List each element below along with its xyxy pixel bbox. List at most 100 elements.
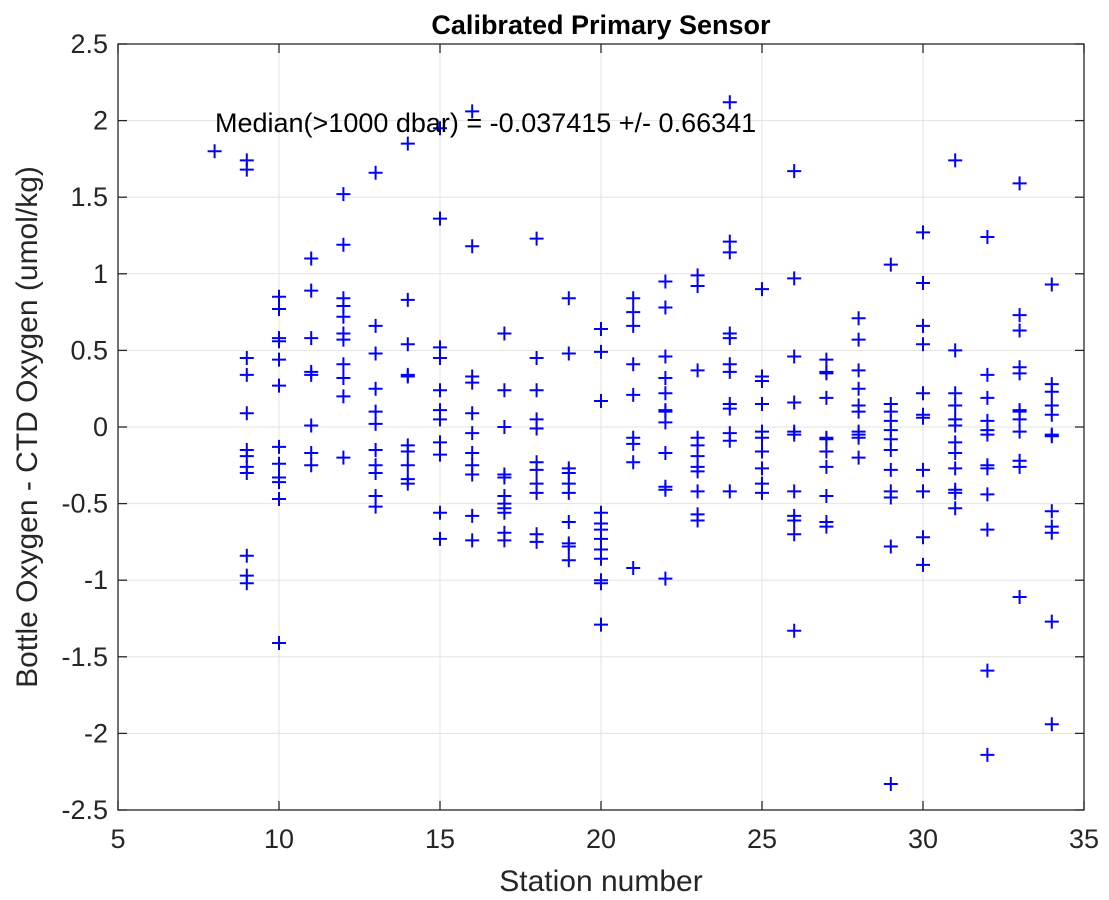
data-point <box>626 305 641 320</box>
data-point <box>561 485 576 500</box>
data-point <box>980 390 995 405</box>
data-point <box>400 369 415 384</box>
data-point <box>851 450 866 465</box>
data-point <box>336 237 351 252</box>
data-point <box>819 459 834 474</box>
data-point <box>948 386 963 401</box>
data-point <box>594 551 608 566</box>
data-point <box>497 470 512 485</box>
data-point <box>658 349 673 364</box>
data-point <box>851 311 866 326</box>
data-point <box>465 406 480 421</box>
data-point <box>368 416 383 431</box>
data-point <box>594 617 608 632</box>
data-point <box>1044 525 1059 540</box>
data-point <box>690 464 705 479</box>
data-point <box>787 395 802 410</box>
data-point <box>787 349 802 364</box>
data-point <box>272 352 286 367</box>
data-point <box>916 462 930 477</box>
data-point <box>626 387 641 402</box>
y-tick-label: 1.5 <box>70 182 108 212</box>
data-point <box>529 462 544 477</box>
data-point <box>851 332 866 347</box>
data-point <box>626 291 641 306</box>
data-point <box>980 367 995 382</box>
data-point <box>819 352 834 367</box>
data-point <box>787 623 802 638</box>
data-point <box>980 522 995 537</box>
data-point <box>336 187 351 202</box>
data-point <box>755 444 769 459</box>
data-point <box>755 282 769 297</box>
data-point <box>497 420 512 434</box>
data-point <box>948 418 963 433</box>
data-point <box>916 225 930 240</box>
data-point <box>722 245 737 260</box>
data-point <box>400 458 415 473</box>
x-tick-label: 20 <box>586 824 616 854</box>
data-point <box>336 389 351 404</box>
y-tick-labels: -2.5 -2 -1.5 -1 -0.5 0 0.5 1 1.5 2 2.5 <box>61 29 108 825</box>
data-point <box>368 465 383 480</box>
data-point <box>883 462 898 477</box>
data-point <box>304 367 319 382</box>
data-point <box>755 397 769 412</box>
data-point <box>368 346 383 361</box>
data-point <box>658 386 673 401</box>
data-point <box>272 302 286 317</box>
y-tick-label: -2.5 <box>61 795 108 825</box>
data-point <box>400 136 415 151</box>
data-point <box>626 357 641 372</box>
data-point <box>658 415 673 430</box>
data-point <box>819 488 834 503</box>
axis-ticks <box>117 43 1085 811</box>
y-tick-label: -2 <box>84 718 108 748</box>
data-point <box>1012 176 1027 191</box>
data-point <box>465 426 480 441</box>
x-tick-labels: 5 10 15 20 25 30 35 <box>110 824 1099 854</box>
data-point <box>980 487 995 502</box>
data-point <box>433 435 447 450</box>
data-point <box>819 444 834 459</box>
data-point <box>529 534 544 549</box>
data-point <box>819 519 834 534</box>
data-point <box>561 539 576 554</box>
x-tick-label: 35 <box>1069 824 1099 854</box>
data-point <box>916 530 930 545</box>
data-point <box>658 274 673 289</box>
data-point <box>433 447 447 462</box>
data-point <box>819 366 834 381</box>
data-point <box>368 442 383 457</box>
data-point <box>980 230 995 245</box>
data-point <box>336 370 351 385</box>
data-point <box>561 291 576 306</box>
data-point <box>433 211 447 226</box>
data-point <box>400 444 415 459</box>
data-point <box>304 418 319 433</box>
data-point <box>851 381 866 396</box>
data-point <box>980 663 995 678</box>
data-point <box>465 508 480 523</box>
y-tick-label: 0.5 <box>70 335 108 365</box>
x-axis-label: Station number <box>499 865 702 898</box>
data-point <box>658 571 673 586</box>
data-point <box>368 404 383 419</box>
data-point <box>239 367 254 382</box>
data-point <box>594 321 608 336</box>
data-point <box>368 318 383 333</box>
data-point <box>948 485 963 500</box>
data-point <box>272 439 286 454</box>
data-point <box>1044 614 1059 629</box>
data-point <box>626 560 641 575</box>
data-point <box>239 406 254 421</box>
data-point <box>948 501 963 516</box>
data-point <box>787 527 802 542</box>
data-point <box>497 533 512 548</box>
data-point <box>433 351 447 366</box>
data-point <box>465 239 480 254</box>
data-point <box>1012 323 1027 338</box>
data-point <box>497 326 512 341</box>
data-point <box>497 505 512 520</box>
